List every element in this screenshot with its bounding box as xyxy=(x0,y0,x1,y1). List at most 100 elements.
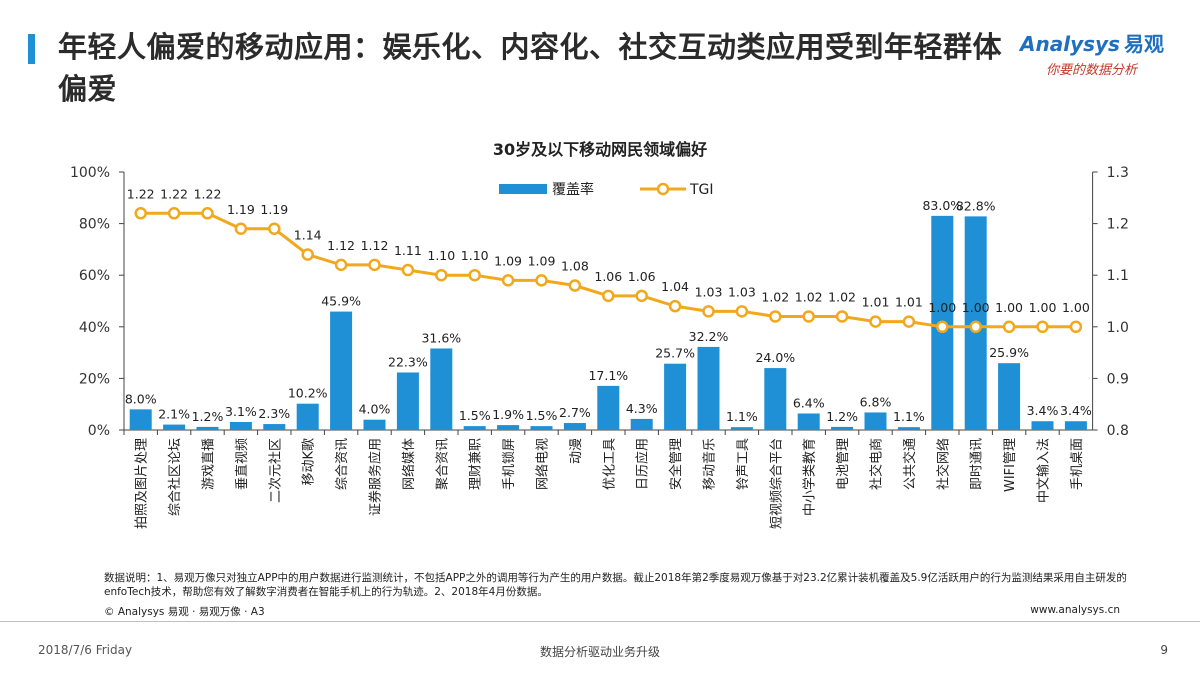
y-left-tick-label: 0% xyxy=(88,423,110,439)
x-tick-label: 中小学类教育 xyxy=(802,438,818,516)
coverage-bar xyxy=(129,409,152,430)
combo-chart: 0% 20% 40% 60% 80% 100% 0.8 0.9 1.0 1.1 1.2 1.3 拍照及图… xyxy=(70,165,1129,529)
tgi-point xyxy=(969,320,982,334)
tgi-point-label: 1.01 xyxy=(895,295,923,310)
y-left-tick-label: 60% xyxy=(79,268,110,284)
x-tick-label: 移动K歌 xyxy=(302,438,317,486)
x-tick-label: 社交网络 xyxy=(935,438,951,490)
tgi-point-label: 1.06 xyxy=(594,269,622,284)
coverage-bar xyxy=(530,426,553,430)
coverage-bar-label: 2.1% xyxy=(158,407,190,422)
page-title: 年轻人偏爱的移动应用：娱乐化、内容化、社交互动类应用受到年轻群体偏爱 xyxy=(58,30,1003,106)
y-left-tick-label: 80% xyxy=(79,217,110,233)
copyright: © Analysys 易观 · 易观万像 · A3 xyxy=(104,606,265,618)
coverage-bar-label: 1.2% xyxy=(192,409,224,424)
coverage-bar-label: 22.3% xyxy=(388,354,428,369)
coverage-bar xyxy=(330,311,353,430)
coverage-bar xyxy=(363,419,386,430)
y-right-tick-label: 0.9 xyxy=(1107,371,1129,387)
tgi-point-label: 1.10 xyxy=(461,248,489,263)
x-tick-label: 综合社区论坛 xyxy=(167,438,183,516)
footer-date: 2018/7/6 Friday xyxy=(38,643,133,657)
y-left-tick-label: 40% xyxy=(79,320,110,336)
tgi-point xyxy=(501,274,515,287)
tgi-point-label: 1.08 xyxy=(561,259,589,274)
y-right-tick-label: 1.0 xyxy=(1107,320,1129,336)
coverage-bar xyxy=(697,346,720,430)
coverage-bar xyxy=(296,403,319,430)
tgi-point-label: 1.00 xyxy=(928,300,956,315)
x-tick-label: 手机桌面 xyxy=(1070,438,1085,490)
tgi-point-label: 1.11 xyxy=(394,243,422,258)
data-notes: 数据说明：1、易观万像只对独立APP中的用户数据进行监测统计，不包括APP之外的… xyxy=(104,572,1127,598)
tgi-point-label: 1.19 xyxy=(227,202,255,217)
x-tick-label: 聚合资讯 xyxy=(435,438,450,490)
coverage-bar xyxy=(630,418,653,430)
y-left-tick-label: 20% xyxy=(79,371,110,387)
tgi-point xyxy=(1002,320,1016,334)
coverage-bar xyxy=(163,424,186,430)
y-right-tick-label: 0.8 xyxy=(1107,423,1129,439)
coverage-bar-label: 25.7% xyxy=(655,346,695,361)
coverage-bar-label: 4.3% xyxy=(626,401,658,416)
tgi-point-label: 1.03 xyxy=(728,284,756,299)
tgi-point-label: 1.19 xyxy=(260,202,288,217)
y-right-tick-label: 1.2 xyxy=(1107,217,1129,233)
y-left-tick-label: 100% xyxy=(70,165,110,181)
tgi-point-label: 1.22 xyxy=(194,186,222,201)
x-tick-label: WIFI管理 xyxy=(1003,438,1018,492)
logo-cn-text: 易观 xyxy=(1123,32,1164,56)
coverage-bar-label: 6.4% xyxy=(793,395,825,410)
x-tick-label: 日历应用 xyxy=(635,438,651,490)
tgi-point xyxy=(301,248,314,261)
tgi-point-label: 1.09 xyxy=(494,253,522,268)
coverage-bar-label: 1.2% xyxy=(826,409,858,424)
tgi-point-label: 1.09 xyxy=(528,253,556,268)
legend-label-coverage: 覆盖率 xyxy=(552,181,594,198)
x-tick-label: 动漫 xyxy=(569,438,584,464)
x-tick-label: 铃声工具 xyxy=(736,438,751,490)
tgi-point-label: 1.10 xyxy=(427,248,455,263)
x-tick-label: 理财兼职 xyxy=(469,438,484,490)
coverage-bar-label: 3.4% xyxy=(1027,403,1059,418)
tgi-point-label: 1.00 xyxy=(995,300,1023,315)
x-tick-label: 拍照及图片处理 xyxy=(135,438,150,529)
tgi-point xyxy=(869,315,882,328)
coverage-bar-label: 4.0% xyxy=(359,402,391,417)
coverage-bar xyxy=(196,426,219,430)
tgi-point-label: 1.14 xyxy=(294,228,322,243)
tgi-point xyxy=(401,263,415,277)
tgi-point-label: 1.02 xyxy=(761,289,789,304)
x-tick-label: 综合资讯 xyxy=(335,438,350,490)
x-tick-label: 中文输入法 xyxy=(1036,438,1052,503)
x-tick-label: 网络电视 xyxy=(535,438,551,490)
tgi-point-label: 1.12 xyxy=(327,238,355,253)
coverage-bar xyxy=(764,368,787,430)
coverage-bar xyxy=(497,425,520,430)
coverage-bar xyxy=(597,385,620,430)
coverage-bar xyxy=(897,427,920,430)
x-tick-label: 短视频综合平台 xyxy=(769,438,784,529)
x-tick-label: 证券服务应用 xyxy=(368,438,384,516)
tgi-point-label: 1.12 xyxy=(361,238,389,253)
coverage-bar xyxy=(797,413,820,430)
coverage-bar xyxy=(229,422,252,430)
tgi-point-label: 1.22 xyxy=(160,186,188,201)
coverage-bar-label: 1.5% xyxy=(459,408,491,423)
tgi-point xyxy=(368,258,381,272)
coverage-bar-label: 6.8% xyxy=(860,394,892,409)
title-accent-bar xyxy=(28,34,35,64)
tgi-point-label: 1.00 xyxy=(1029,300,1057,315)
website-link[interactable]: www.analysys.cn xyxy=(1030,604,1120,616)
tgi-point-label: 1.02 xyxy=(828,289,856,304)
x-tick-label: 安全管理 xyxy=(668,438,684,490)
tgi-point xyxy=(134,207,147,220)
analysys-logo: Analysys 易观 你要的数据分析 xyxy=(1020,28,1185,78)
coverage-bar xyxy=(396,372,419,430)
legend-swatch-coverage xyxy=(499,184,547,194)
coverage-bar xyxy=(463,426,486,430)
coverage-bar-label: 45.9% xyxy=(321,294,361,309)
coverage-bar xyxy=(998,363,1021,430)
logo-text: Analysys xyxy=(1020,32,1120,56)
coverage-bar-label: 10.2% xyxy=(288,386,328,401)
